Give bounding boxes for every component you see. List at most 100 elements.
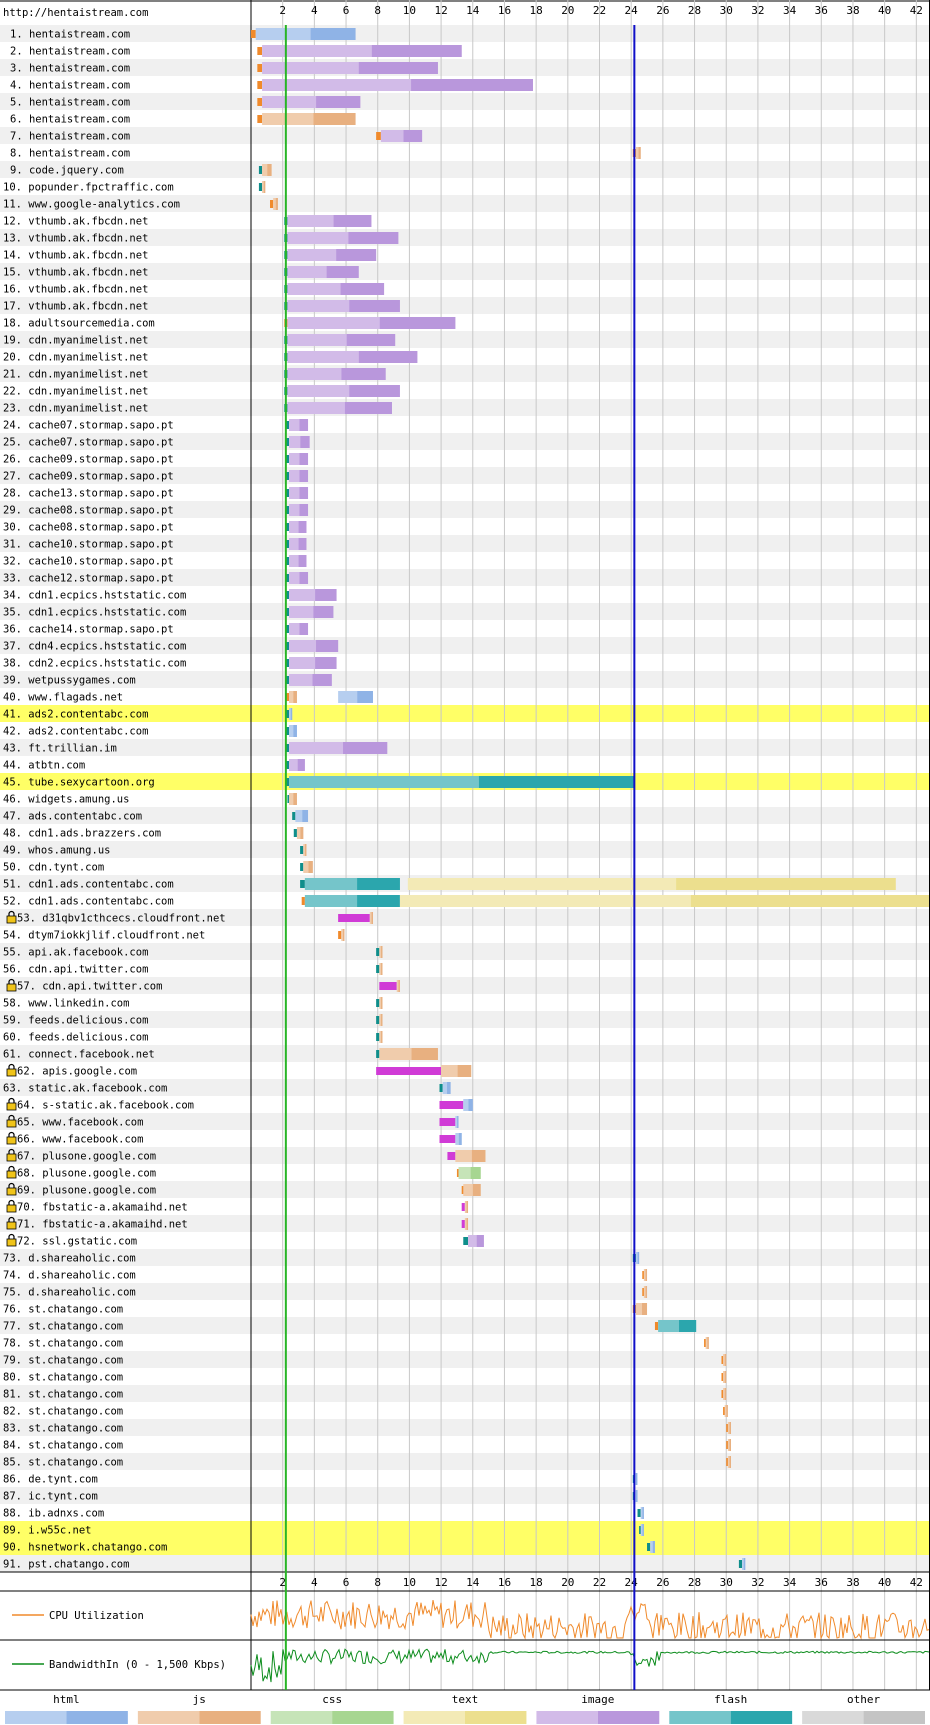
image-request-bar-download: [299, 453, 309, 465]
image-request-bar-download: [476, 1235, 484, 1247]
request-label: 61. connect.facebook.net: [3, 1049, 155, 1061]
flash-request-bar-download: [679, 1320, 697, 1332]
tick-label-top: 28: [688, 4, 701, 17]
tick-label-top: 8: [374, 4, 381, 17]
request-label: 79. st.chatango.com: [3, 1355, 123, 1367]
legend-swatch-html: [5, 1711, 67, 1724]
js-request-bar-download: [466, 1201, 469, 1213]
legend-swatch-dark-flash: [730, 1711, 793, 1724]
dns-timing-segment: [285, 540, 290, 548]
js-request-bar: [635, 1303, 648, 1315]
js-request-bar-download: [305, 844, 307, 856]
time-axis-ticks: 2244668810101212141416161818202022222424…: [0, 4, 930, 1592]
row-background: [0, 620, 930, 637]
row-background: [0, 1113, 930, 1130]
lock-icon: [6, 1131, 17, 1145]
image-request-bar-download: [358, 351, 418, 363]
js-request-bar: [723, 1354, 727, 1366]
tick-label-bottom: 36: [815, 1576, 828, 1589]
request-label: 52. cdn1.ads.contentabc.com: [3, 896, 174, 908]
lock-body: [6, 1238, 17, 1247]
html-request-bar-download: [447, 1082, 451, 1094]
row-background: [0, 93, 930, 110]
row-background: [0, 297, 930, 314]
request-label: 18. adultsourcemedia.com: [3, 318, 155, 330]
lock-body: [6, 1204, 17, 1213]
request-label: 35. cdn1.ecpics.hststatic.com: [3, 607, 186, 619]
tick-label-top: 4: [311, 4, 318, 17]
html-request-bar-download: [652, 1541, 655, 1553]
js-request-bar: [379, 997, 383, 1009]
connect-timing-segment: [257, 64, 263, 72]
legend-swatch-dark-image: [597, 1711, 660, 1724]
request-label: 32. cache10.stormap.sapo.pt: [3, 556, 174, 568]
js-request-bar: [262, 181, 266, 193]
connect-timing-segment: [721, 1373, 724, 1381]
dns-timing-segment: [285, 761, 290, 769]
js-request-bar-download: [466, 1218, 469, 1230]
request-label: 48. cdn1.ads.brazzers.com: [3, 828, 161, 840]
row-background: [0, 722, 930, 739]
dns-timing-segment: [285, 676, 290, 684]
connect-timing-segment: [285, 693, 290, 701]
request-label: 82. st.chatango.com: [3, 1406, 123, 1418]
row-background: [0, 535, 930, 552]
connect-timing-segment: [704, 1339, 707, 1347]
image-request-bar-download: [333, 215, 372, 227]
image-request-bar-download: [315, 589, 337, 601]
tick-label-bottom: 10: [403, 1576, 416, 1589]
js-request-bar: [341, 929, 345, 941]
dns-timing-segment: [300, 846, 304, 854]
flash-request-bar-download: [478, 776, 635, 788]
request-label: 57. cdn.api.twitter.com: [17, 981, 162, 993]
cpu-label: CPU Utilization: [49, 1610, 144, 1622]
row-background: [0, 1011, 930, 1028]
row-background: [0, 382, 930, 399]
js-request-bar: [379, 946, 383, 958]
dns-timing-segment: [285, 727, 290, 735]
request-label: 19. cdn.myanimelist.net: [3, 335, 148, 347]
js-request-bar: [369, 912, 373, 924]
legend-label-text: text: [452, 1693, 479, 1706]
row-background: [0, 977, 930, 994]
connect-timing-segment: [376, 132, 381, 140]
tick-label-bottom: 24: [625, 1576, 639, 1589]
lock-shackle: [8, 1182, 15, 1188]
tick-label-top: 24: [625, 4, 639, 17]
request-label: 58. www.linkedin.com: [3, 998, 129, 1010]
cpu-utilization-line: [250, 1599, 930, 1640]
request-label: 55. api.ak.facebook.com: [3, 947, 148, 959]
row-background: [0, 1028, 930, 1045]
dns-timing-segment: [285, 642, 290, 650]
request-label: 85. st.chatango.com: [3, 1457, 123, 1469]
connect-timing-segment: [721, 1356, 724, 1364]
dns-timing-segment: [285, 710, 290, 718]
dns-timing-segment: [285, 659, 290, 667]
bandwidth-label: BandwidthIn (0 - 1,500 Kbps): [49, 1659, 226, 1671]
row-background: [0, 212, 930, 229]
tick-label-bottom: 22: [593, 1576, 606, 1589]
request-label: 29. cache08.stormap.sapo.pt: [3, 505, 174, 517]
tick-label-top: 40: [878, 4, 891, 17]
request-label: 27. cache09.stormap.sapo.pt: [3, 471, 174, 483]
request-label: 3. hentaistream.com: [10, 63, 130, 75]
image-request-bar-download: [299, 470, 309, 482]
tick-label-bottom: 40: [878, 1576, 891, 1589]
row-background: [0, 314, 930, 331]
js-request-bar: [379, 1014, 383, 1026]
js-request-bar: [303, 844, 307, 856]
row-background: [0, 1334, 930, 1351]
tick-label-bottom: 38: [846, 1576, 859, 1589]
content-type-legend: html js css text image flash other: [5, 1693, 925, 1724]
lock-shackle: [8, 978, 15, 984]
connect-timing-segment: [726, 1424, 729, 1432]
js-request-bar-download: [457, 1065, 472, 1077]
request-label: 83. st.chatango.com: [3, 1423, 123, 1435]
legend-swatch-css: [270, 1711, 333, 1724]
image-request-bar-download: [379, 317, 456, 329]
tick-label-top: 10: [403, 4, 416, 17]
row-background: [0, 1079, 930, 1096]
request-label: 37. cdn4.ecpics.hststatic.com: [3, 641, 186, 653]
request-label: 69. plusone.google.com: [17, 1185, 156, 1197]
